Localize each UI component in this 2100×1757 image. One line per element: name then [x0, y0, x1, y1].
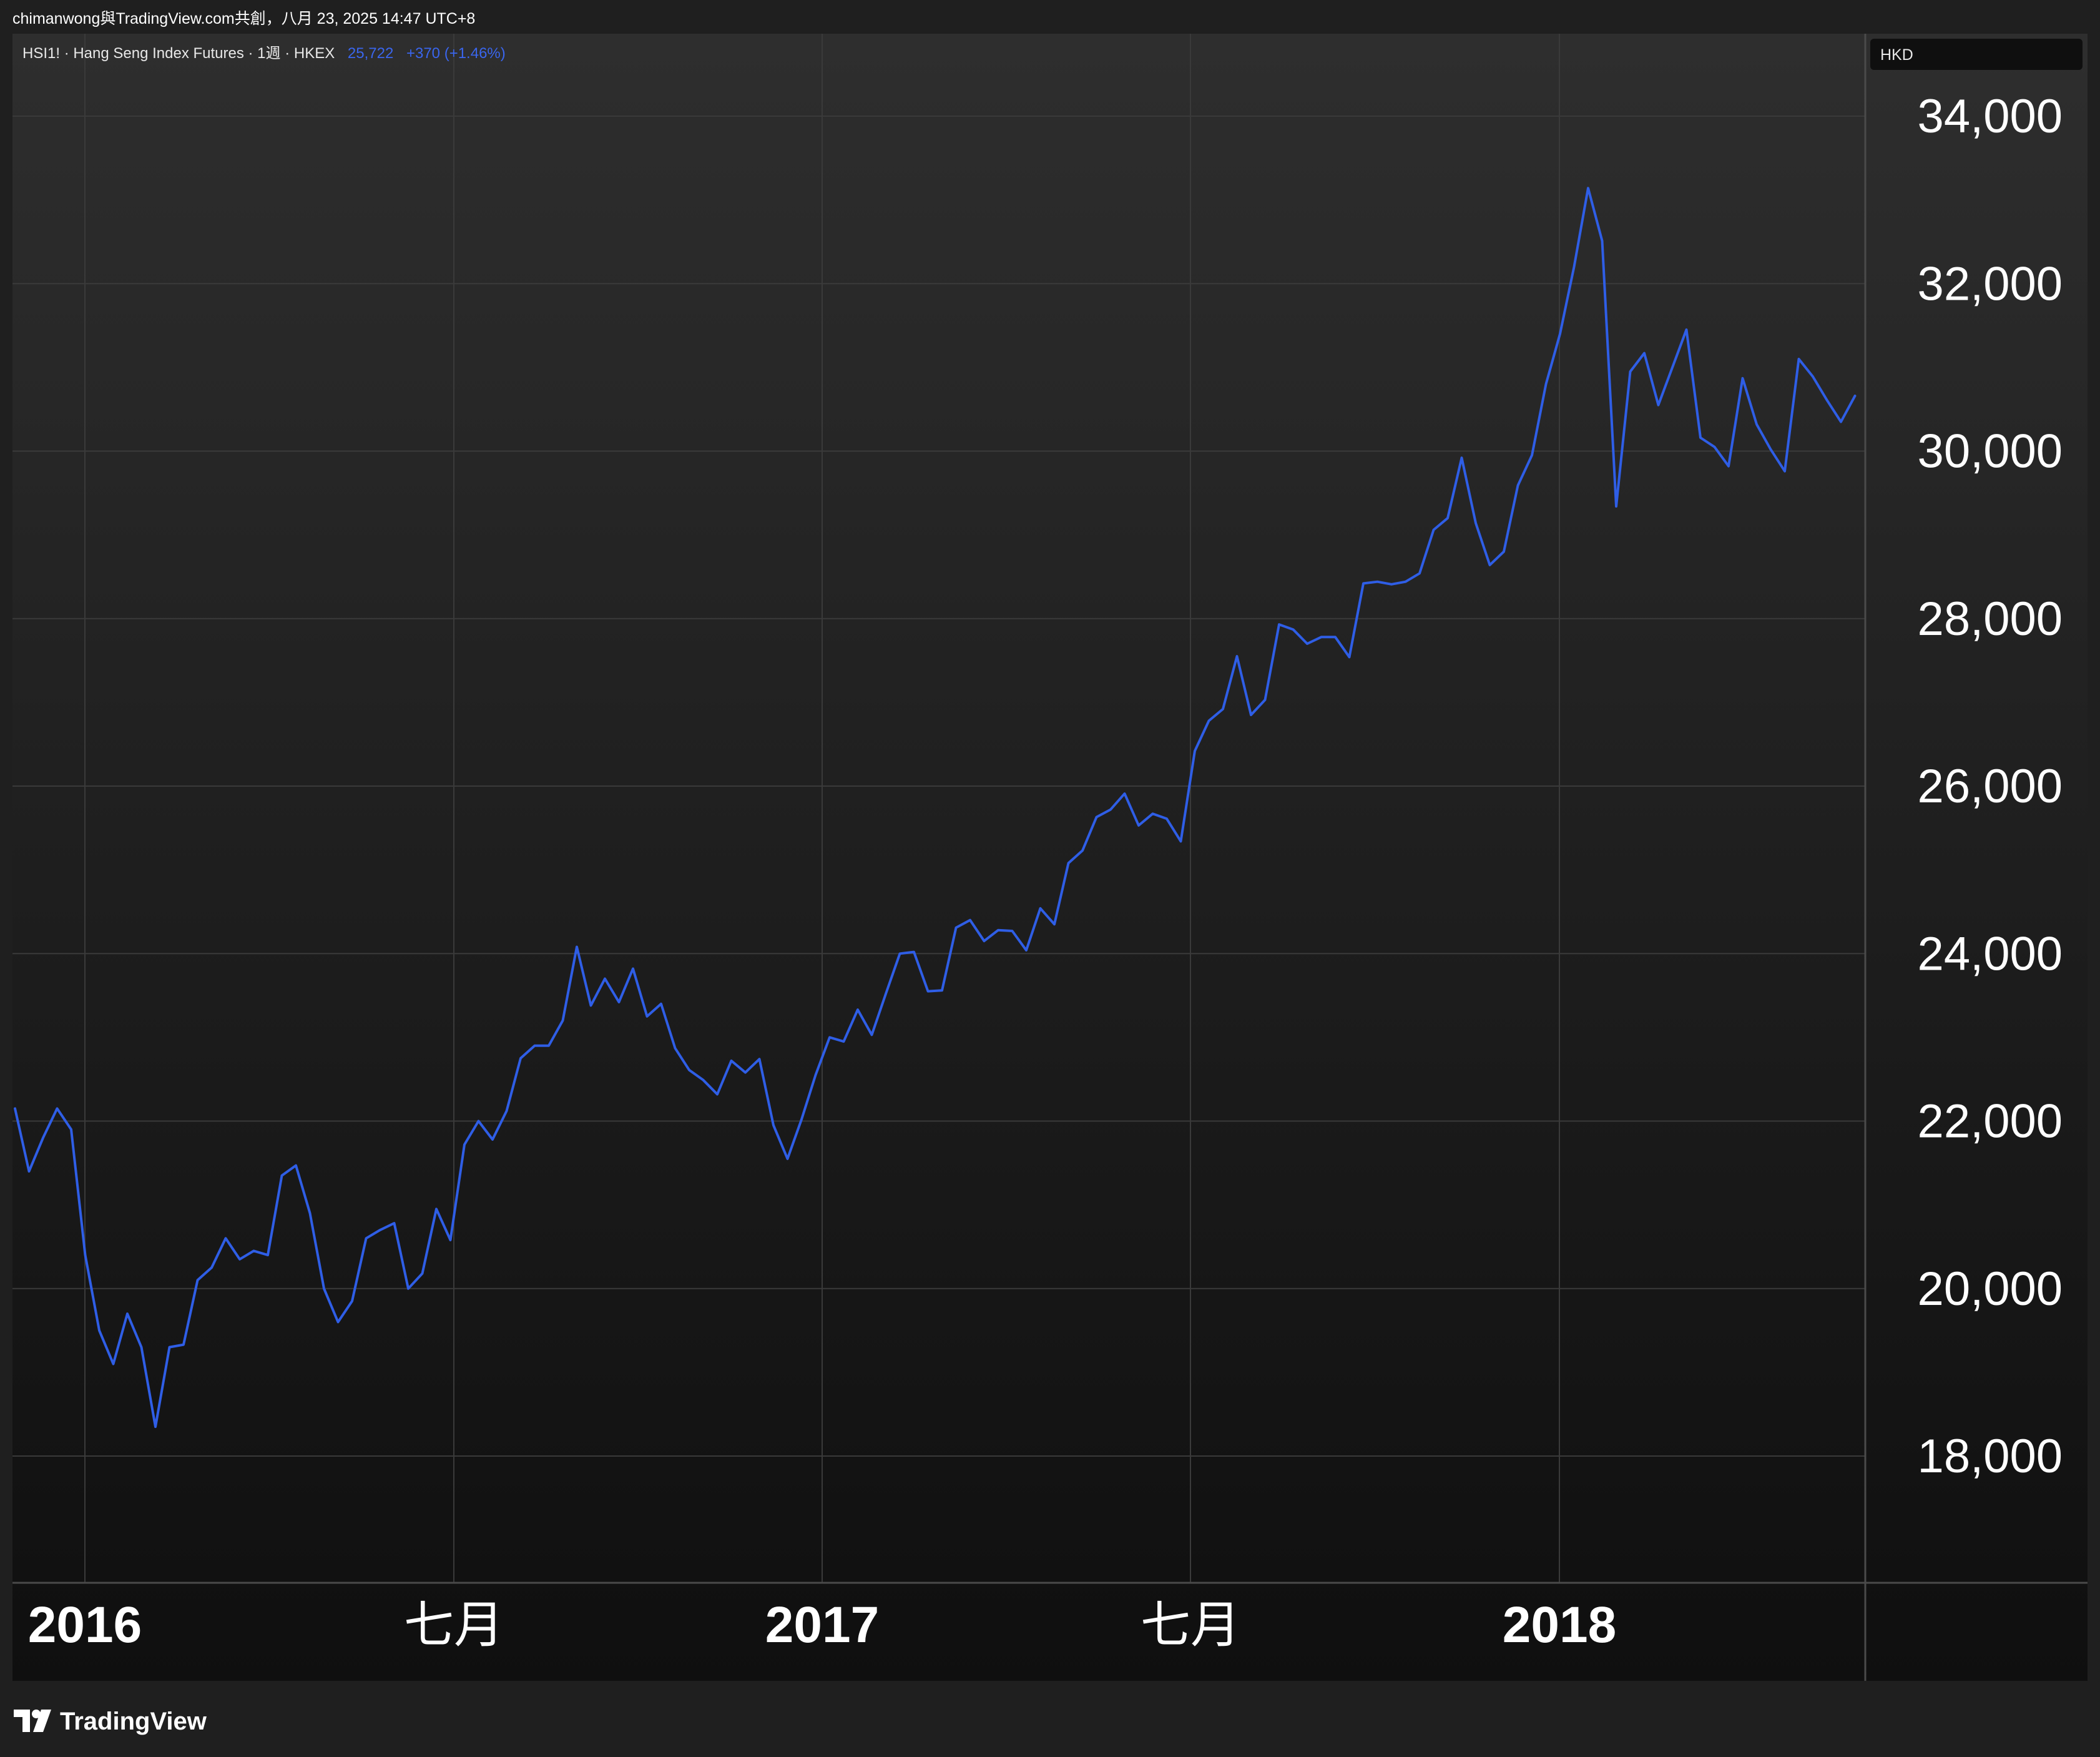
- chart-panel[interactable]: [12, 34, 2088, 1681]
- time-axis[interactable]: 2016 七月 2017 七月 2018: [28, 1597, 1616, 1653]
- price-axis-tick-label: 24,000: [1918, 927, 2063, 980]
- price-axis-tick-label: 28,000: [1918, 593, 2063, 646]
- price-axis[interactable]: 18,000 20,000 22,000 24,000 26,000 28,000 30,0…: [1918, 90, 2063, 1483]
- tradingview-logo[interactable]: TradingView: [14, 1708, 207, 1735]
- tradingview-logo-dot: [32, 1710, 41, 1718]
- price-axis-tick-label: 20,000: [1918, 1262, 2063, 1316]
- last-price: 25,722: [348, 45, 393, 62]
- price-line-series: [14, 187, 1857, 1429]
- time-axis-tick-label: 2017: [765, 1597, 879, 1653]
- time-axis-tick-label: 七月: [404, 1597, 504, 1653]
- symbol-description: HSI1! · Hang Seng Index Futures · 1週 · H…: [22, 45, 335, 62]
- price-axis-tick-label: 22,000: [1918, 1095, 2063, 1148]
- tradingview-logo-slash: [33, 1710, 51, 1732]
- tradingview-logo-icon: [14, 1710, 30, 1732]
- currency-badge[interactable]: [1870, 39, 2083, 70]
- grid-layer: [12, 34, 1865, 1583]
- currency-label: HKD: [1880, 46, 1913, 64]
- legend-symbol-line[interactable]: HSI1! · Hang Seng Index Futures · 1週 · H…: [22, 45, 506, 62]
- time-axis-tick-label: 2018: [1503, 1597, 1616, 1653]
- price-axis-tick-label: 34,000: [1918, 90, 2063, 143]
- price-axis-tick-label: 32,000: [1918, 257, 2063, 310]
- tradingview-wordmark: TradingView: [60, 1708, 207, 1735]
- price-axis-tick-label: 26,000: [1918, 760, 2063, 813]
- time-axis-tick-label: 七月: [1141, 1597, 1240, 1653]
- price-axis-tick-label: 18,000: [1918, 1430, 2063, 1483]
- time-axis-tick-label: 2016: [28, 1597, 142, 1653]
- attribution-text: chimanwong與TradingView.com共創，八月 23, 2025…: [12, 10, 475, 27]
- price-change: +370 (+1.46%): [406, 45, 506, 62]
- price-axis-tick-label: 30,000: [1918, 425, 2063, 478]
